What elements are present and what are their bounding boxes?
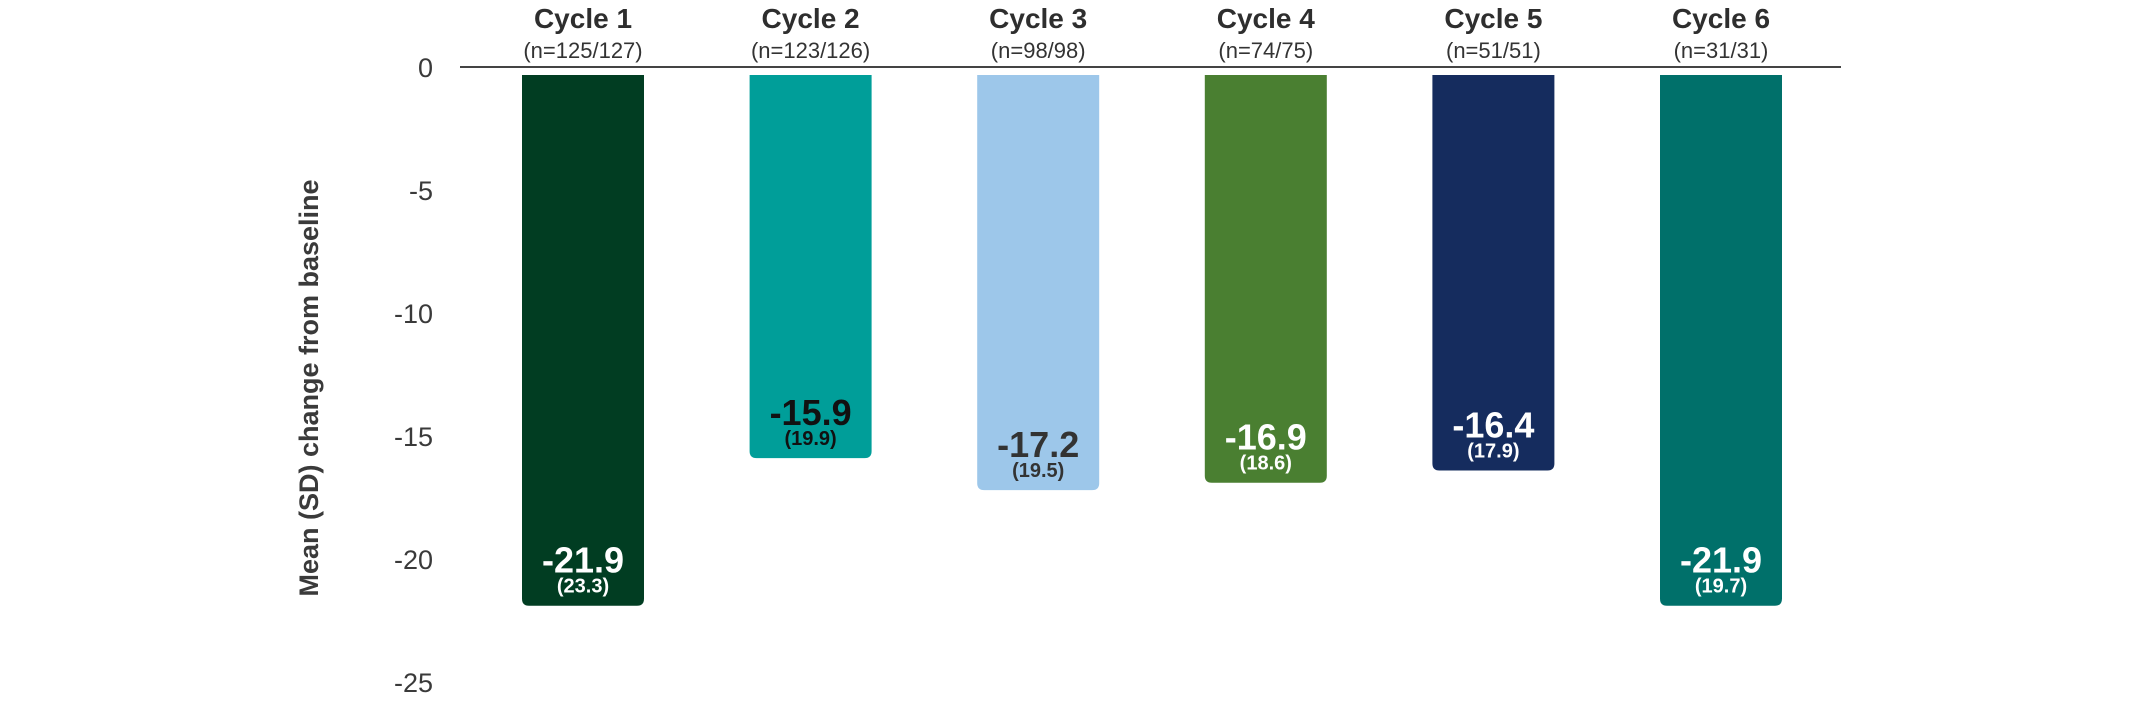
- bar-sd-label: (17.9): [1467, 440, 1519, 462]
- bar: [1660, 75, 1782, 606]
- category-label: Cycle 3: [989, 3, 1087, 34]
- category-label: Cycle 2: [762, 3, 860, 34]
- bar-sd-label: (18.6): [1240, 453, 1292, 475]
- y-tick-label: -10: [394, 299, 433, 329]
- category-n-label: (n=74/75): [1218, 38, 1313, 63]
- y-tick-label: -20: [394, 545, 433, 575]
- y-tick-label: -5: [409, 176, 433, 206]
- category-label: Cycle 5: [1444, 3, 1542, 34]
- category-label: Cycle 4: [1217, 3, 1315, 34]
- y-tick-label: 0: [418, 53, 433, 83]
- y-axis-ticks: 0 -5 -10 -15 -20 -25: [394, 53, 433, 698]
- category-label: Cycle 6: [1672, 3, 1770, 34]
- cycle-headers: Cycle 1 (n=125/127) Cycle 2 (n=123/126) Cycl…: [523, 3, 1770, 63]
- bar-value-label: -21.9: [1680, 540, 1762, 581]
- category-n-label: (n=31/31): [1674, 38, 1769, 63]
- bar-value-label: -16.9: [1225, 417, 1307, 458]
- category-n-label: (n=51/51): [1446, 38, 1541, 63]
- bar-sd-label: (23.3): [557, 576, 609, 598]
- bar: [1432, 75, 1555, 471]
- category-n-label: (n=125/127): [523, 38, 642, 63]
- bar: [977, 75, 1100, 491]
- y-axis-title: Mean (SD) change from baseline: [294, 179, 324, 596]
- bar: [1204, 75, 1327, 483]
- category-n-label: (n=123/126): [751, 38, 870, 63]
- bar-value-label: -15.9: [770, 392, 852, 433]
- bar-value-label: -17.2: [997, 424, 1079, 465]
- bar: [522, 75, 644, 606]
- bar: [749, 75, 872, 459]
- bar-sd-label: (19.5): [1012, 460, 1064, 482]
- bars: -21.9(23.3)-15.9(19.9) -17.2(19.5)-16.9(1…: [522, 75, 1782, 606]
- category-label: Cycle 1: [534, 3, 632, 34]
- bar-sd-label: (19.9): [784, 428, 836, 450]
- bar-value-label: -16.4: [1452, 404, 1534, 445]
- y-tick-label: -15: [394, 422, 433, 452]
- y-tick-label: -25: [394, 668, 433, 698]
- bar-value-label: -21.9: [542, 540, 624, 581]
- category-n-label: (n=98/98): [991, 38, 1086, 63]
- bar-sd-label: (19.7): [1695, 576, 1747, 598]
